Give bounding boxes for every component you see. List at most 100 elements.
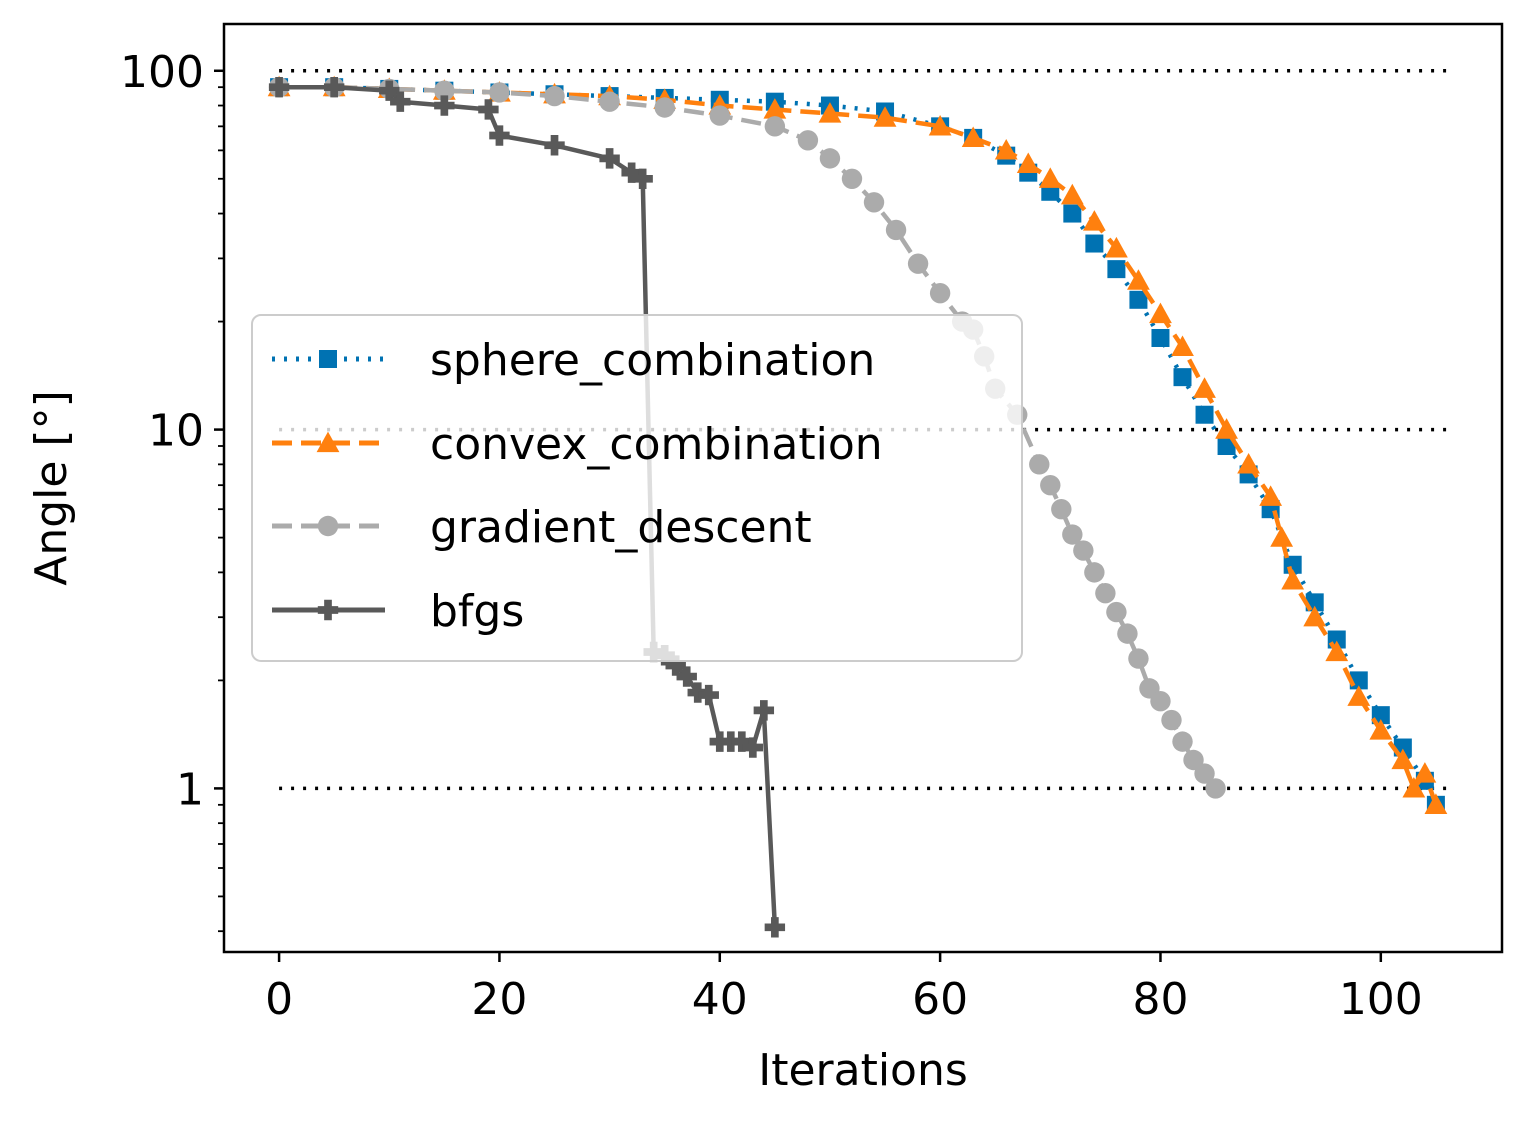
legend-entry-gradient_descent: gradient_descent [272,502,812,553]
y-tick-label: 10 [148,406,204,457]
data-point-bfgs [323,76,345,98]
data-point-sphere_combination [1173,368,1192,387]
data-point-convex_combination [1193,377,1216,398]
data-point-bfgs [698,684,719,706]
data-point-gradient_descent [434,80,455,101]
data-point-bfgs [268,76,290,98]
data-point-sphere_combination [1129,290,1148,309]
data-point-bfgs [764,917,786,938]
series-line-sphere_combination [279,84,1438,806]
data-point-gradient_descent [885,219,907,241]
legend-marker-bfgs [317,599,339,621]
data-point-convex_combination [1215,418,1238,439]
data-point-gradient_descent [797,130,819,151]
x-axis-label: Iterations [758,1045,968,1096]
data-point-gradient_descent [1205,778,1226,799]
data-point-sphere_combination [1107,260,1126,279]
data-point-gradient_descent [1117,623,1138,644]
data-point-bfgs [731,731,753,752]
data-point-convex_combination [1171,335,1194,357]
data-point-gradient_descent [709,105,730,126]
legend-label-convex_combination: convex_combination [430,419,883,470]
data-point-gradient_descent [1172,731,1193,752]
data-point-convex_combination [818,102,842,123]
y-tick-label: 1 [176,764,204,815]
data-point-convex_combination [873,106,897,127]
data-point-convex_combination [1127,269,1150,290]
data-point-convex_combination [1402,777,1426,798]
data-point-convex_combination [1149,302,1172,324]
data-point-gradient_descent [1194,763,1215,784]
plot-frame [222,22,1504,954]
data-point-gradient_descent [1040,474,1061,496]
data-point-gradient_descent [1106,601,1127,623]
data-point-bfgs [665,655,686,676]
legend-label-bfgs: bfgs [430,586,524,637]
data-point-gradient_descent [1183,749,1204,771]
data-point-bfgs [753,700,775,721]
data-point-gradient_descent [907,253,929,274]
data-point-sphere_combination [1217,437,1236,456]
data-point-convex_combination [763,98,787,119]
data-point-bfgs [390,91,411,112]
data-point-bfgs [599,148,620,169]
data-point-bfgs [632,168,653,189]
data-point-gradient_descent [544,85,565,107]
data-point-sphere_combination [1063,204,1082,223]
data-point-sphere_combination [1195,405,1214,424]
data-point-gradient_descent [1073,540,1094,561]
data-point-bfgs [742,737,764,758]
data-point-convex_combination [994,138,1018,160]
data-point-convex_combination [1270,526,1294,547]
legend-marker-sphere_combination [319,350,337,368]
data-point-convex_combination [1424,793,1448,814]
data-point-bfgs [687,682,708,703]
data-point-bfgs [478,99,499,120]
data-point-convex_combination [1347,685,1371,706]
data-point-gradient_descent [599,91,620,112]
data-point-bfgs [621,162,642,183]
data-point-bfgs [489,125,510,146]
data-point-gradient_descent [1128,648,1149,669]
data-point-convex_combination [961,126,985,148]
data-point-bfgs [709,731,730,752]
x-axis-ticks: 0 20 40 60 80 100 [265,952,1423,1025]
data-point-bfgs [676,666,697,687]
data-point-convex_combination [1259,485,1283,506]
data-point-gradient_descent [1029,454,1050,475]
data-point-bfgs [379,80,400,101]
x-tick-label: 40 [692,974,748,1025]
legend-marker-convex_combination [316,431,340,453]
legend-entry-bfgs: bfgs [272,586,524,637]
data-point-gradient_descent [929,282,951,304]
data-point-convex_combination [1369,719,1393,740]
data-point-gradient_descent [654,97,675,118]
data-point-bfgs [434,95,455,116]
data-point-sphere_combination [1151,328,1170,347]
legend: sphere_combination convex_combinationgrad… [251,314,1023,662]
data-point-gradient_descent [1062,524,1083,545]
data-point-convex_combination [1060,183,1084,205]
data-point-convex_combination [928,114,952,136]
x-tick-label: 20 [471,974,527,1025]
data-point-convex_combination [1038,167,1062,188]
data-point-gradient_descent [841,168,863,189]
data-point-convex_combination [1303,605,1327,627]
x-tick-label: 100 [1339,974,1423,1025]
legend-label-sphere_combination: sphere_combination [430,335,875,386]
data-point-convex_combination [1281,568,1305,590]
data-point-gradient_descent [1161,709,1182,731]
legend-box [251,314,1023,662]
data-point-sphere_combination [1085,234,1104,253]
y-axis-label: Angle [°] [26,390,77,586]
data-point-gradient_descent [863,192,885,213]
data-point-convex_combination [1104,236,1128,258]
legend-entry-convex_combination: convex_combination [272,419,883,470]
data-point-gradient_descent [489,82,510,103]
legend-marker-gradient_descent [317,515,339,537]
data-point-gradient_descent [1095,582,1116,604]
data-point-gradient_descent [819,148,841,169]
data-point-gradient_descent [1051,498,1072,520]
data-point-convex_combination [1082,210,1106,231]
